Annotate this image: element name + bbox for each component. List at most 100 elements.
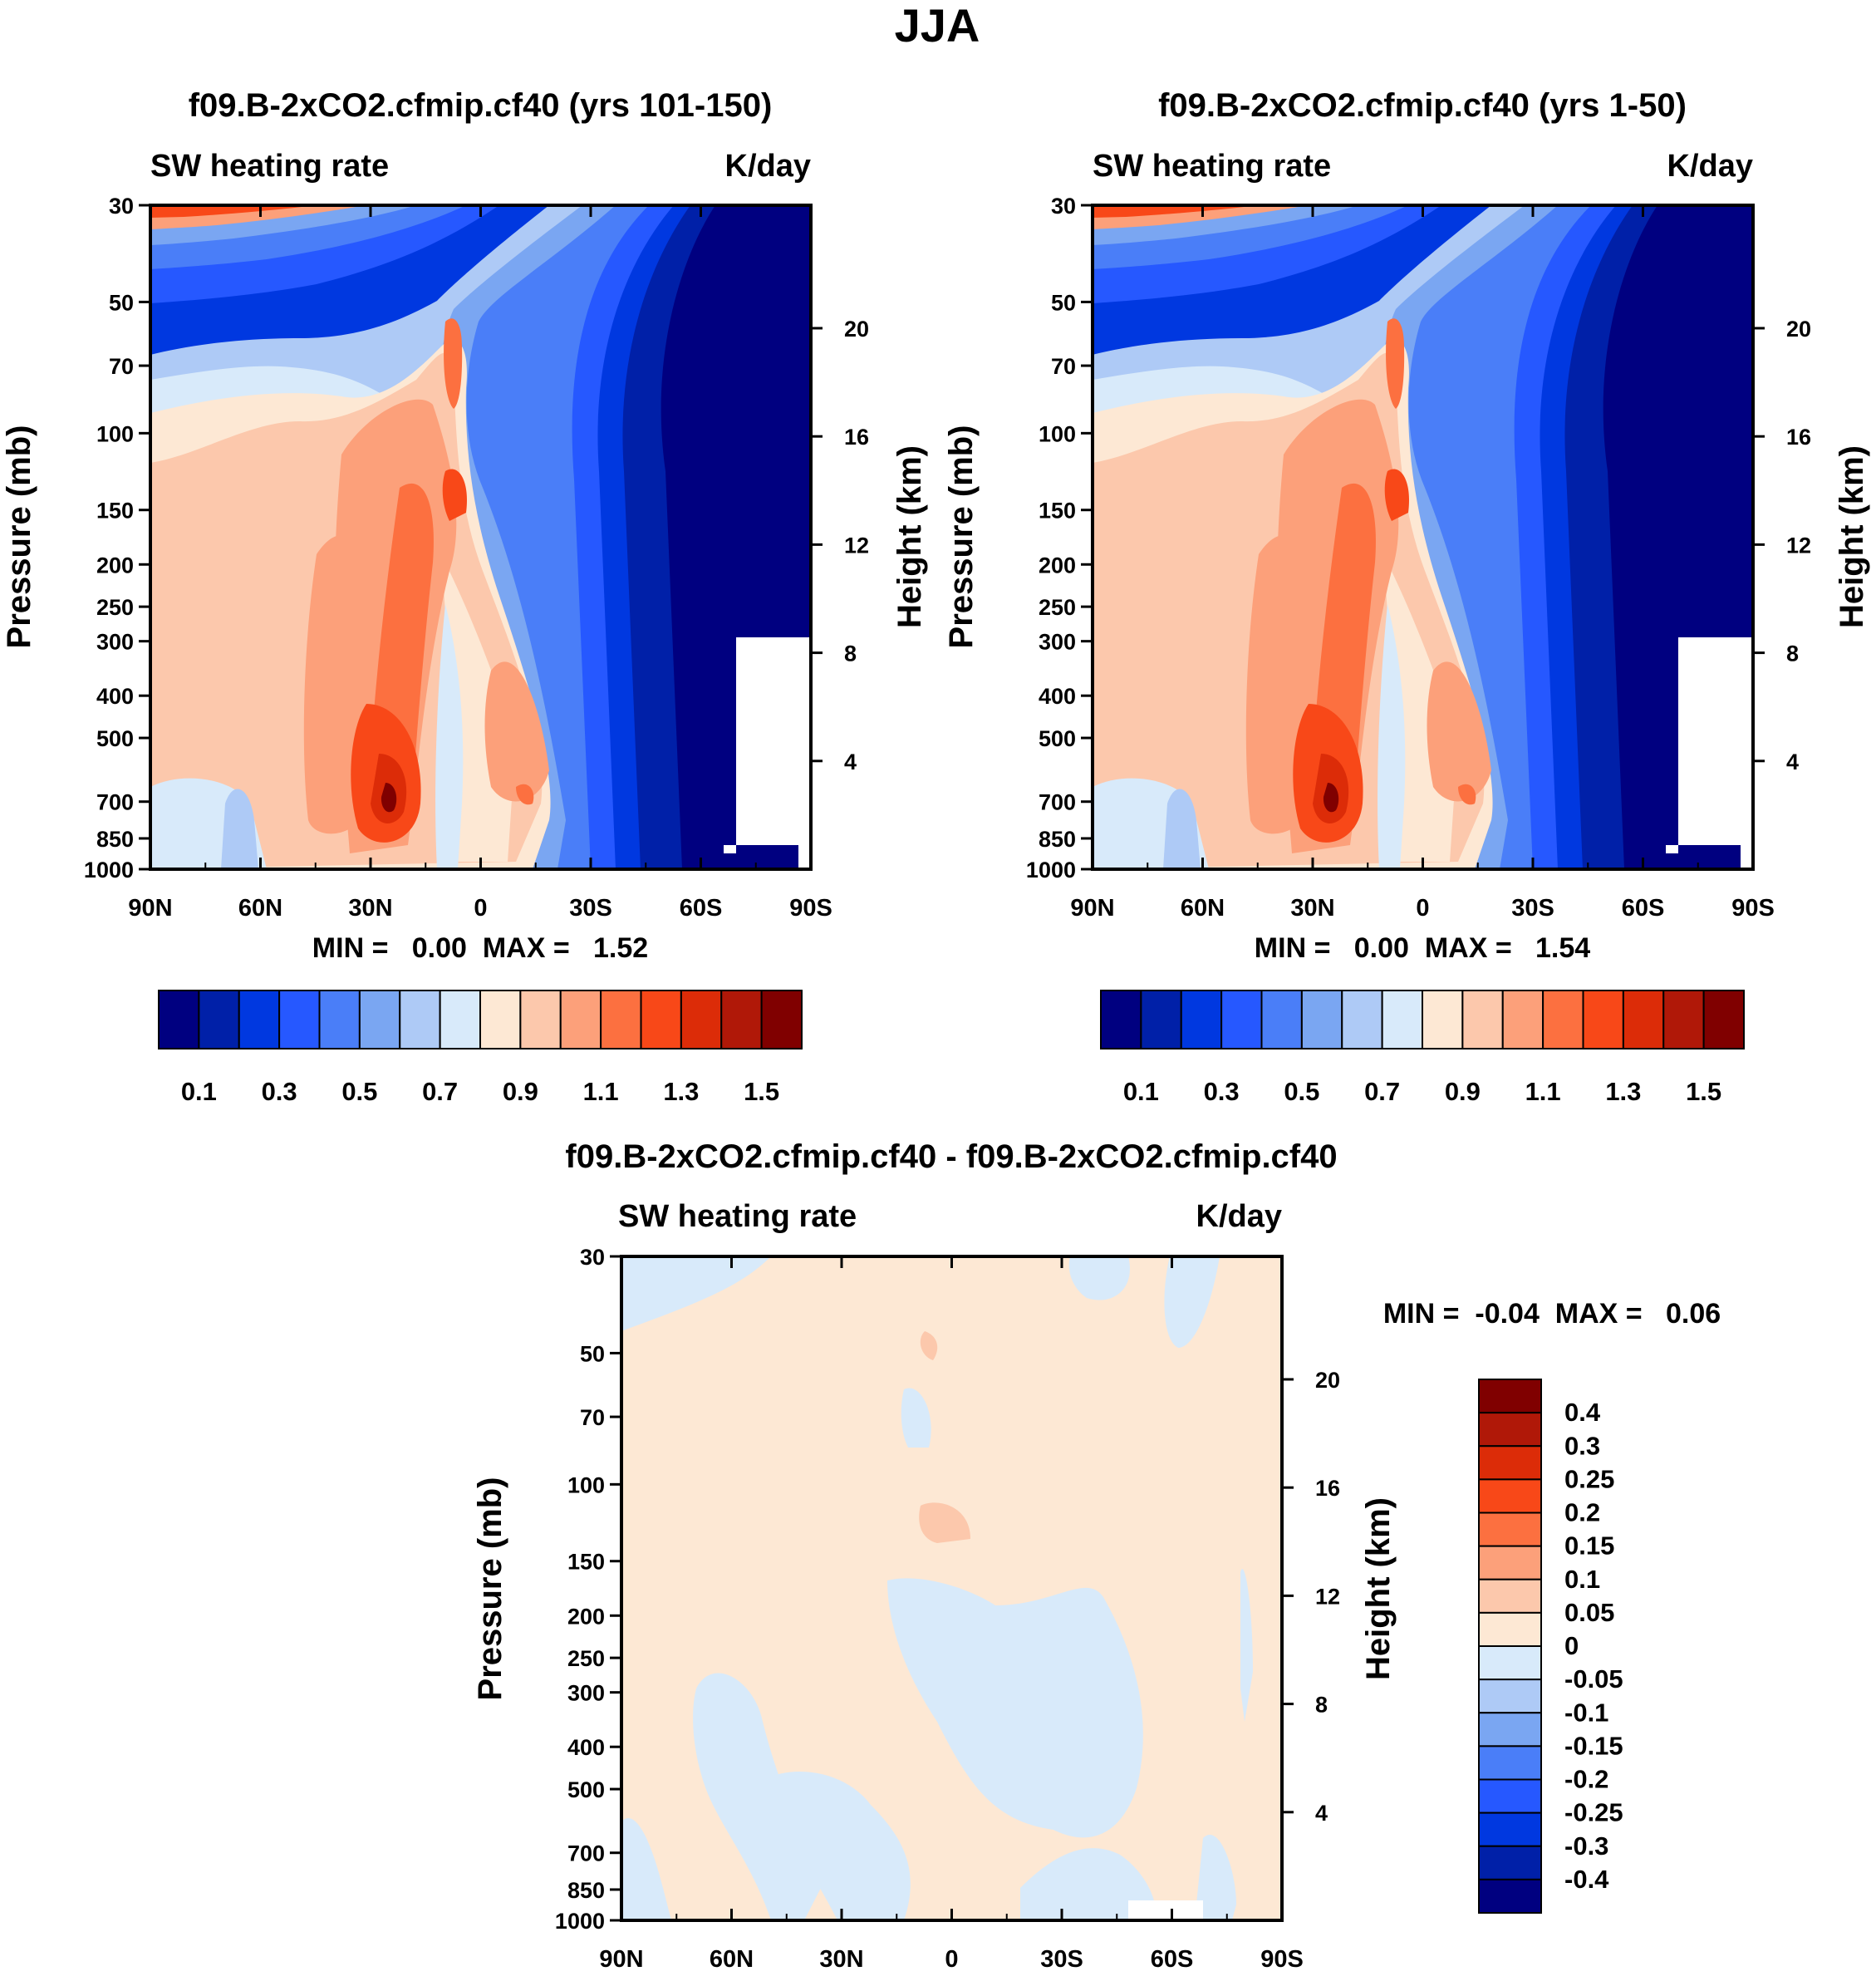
colorbar-diff-label: -0.25 [1564, 1798, 1623, 1827]
panel-c-axes-ytick-label: 100 [567, 1472, 605, 1497]
colorbar-b-swatch [1381, 990, 1423, 1049]
panel-c-axes-xtick-label: 30N [819, 1946, 863, 1973]
colorbar-a-label: 0.1 [181, 1077, 217, 1106]
colorbar-b-swatch [1542, 990, 1584, 1049]
colorbar-b-swatch [1341, 990, 1383, 1049]
panel-a-axes: 90N 60N 30N 0 30S 60S 90S 30 50 70 100 150 200 250 300… [84, 194, 869, 922]
panel-b-axes-ytick-label: 150 [1039, 499, 1076, 524]
colorbar-diff-label: 0.25 [1564, 1464, 1614, 1493]
panel-c-axes-y2tick-label: 4 [1315, 1801, 1328, 1826]
panel-b-axes-ytick-label: 500 [1039, 726, 1076, 751]
colorbar-diff-swatch [1478, 1679, 1542, 1714]
figure-title: JJA [895, 0, 980, 52]
panel-b-axes-ytick-label: 250 [1039, 595, 1076, 620]
panel-a-axes-y2tick-label: 8 [844, 641, 857, 666]
colorbar-a-label: 1.3 [663, 1077, 699, 1106]
colorbar-a-swatch [559, 990, 602, 1049]
colorbar-b-label: 1.3 [1605, 1077, 1641, 1106]
colorbar-a-label: 0.7 [422, 1077, 458, 1106]
colorbar-b-swatch [1461, 990, 1504, 1049]
panel-b-axes-y2tick-label: 4 [1786, 750, 1799, 774]
colorbar-diff-label: -0.2 [1564, 1765, 1608, 1794]
panel-a-axes-ytick-label: 250 [96, 595, 134, 620]
panel-a-left-label: SW heating rate [150, 149, 389, 184]
colorbar-b-swatch [1220, 990, 1263, 1049]
panel-c-plot-area [621, 1256, 1282, 1920]
colorbar-a-swatch [760, 990, 803, 1049]
panel-b-axes-xtick-label: 30S [1511, 895, 1554, 922]
panel-a-axes-y2tick-label: 4 [844, 750, 857, 774]
panel-b-y2label: Height (km) [1834, 445, 1870, 628]
panel-c-axes-ytick-label: 70 [580, 1405, 605, 1430]
panel-c-axes-xtick-label: 90S [1260, 1946, 1304, 1973]
panel-c-axes-ytick-label: 1000 [555, 1909, 605, 1934]
panel-c-axes: 90N 60N 30N 0 30S 60S 90S 30 50 70 100 150 200 250 300… [555, 1245, 1340, 1973]
colorbar-a-swatch [399, 990, 441, 1049]
panel-b-axes-xtick-label: 90N [1070, 895, 1114, 922]
panel-b-axes-y2tick-label: 20 [1786, 317, 1811, 342]
colorbar-diff-swatch [1478, 1545, 1542, 1580]
colorbar-a-label: 1.1 [583, 1077, 619, 1106]
colorbar-b-label: 0.9 [1445, 1077, 1481, 1106]
panel-a-axes-ytick-label: 700 [96, 790, 134, 815]
panel-c-axes-xtick-label: 30S [1040, 1946, 1083, 1973]
colorbar-a-label: 0.9 [503, 1077, 538, 1106]
panel-a-axes-xtick-label: 60N [238, 895, 282, 922]
panel-a-ylabel: Pressure (mb) [1, 425, 37, 649]
panel-c-axes-ytick-label: 30 [580, 1245, 605, 1270]
panel-c-y2label: Height (km) [1360, 1497, 1397, 1680]
colorbar-b-label: 0.7 [1364, 1077, 1400, 1106]
colorbar-diff-label: 0.15 [1564, 1531, 1614, 1561]
panel-c-axes-xtick-label: 60N [710, 1946, 754, 1973]
panel-b-minmax: MIN = 0.00 MAX = 1.54 [1255, 932, 1590, 964]
panel-a-minmax: MIN = 0.00 MAX = 1.52 [312, 932, 648, 964]
colorbar-b-label: 0.1 [1123, 1077, 1159, 1106]
colorbar-b-swatch [1100, 990, 1142, 1049]
colorbar-diff-swatch [1478, 1412, 1542, 1448]
colorbar-a-swatch [198, 990, 240, 1049]
panel-a-axes-ytick-label: 70 [109, 354, 134, 379]
panel-c-axes-ytick-label: 300 [567, 1681, 605, 1706]
panel-b-plot-area [1093, 205, 1753, 869]
colorbar-a-label: 0.3 [262, 1077, 297, 1106]
panel-a-axes-ytick-label: 150 [96, 499, 134, 524]
panel-a-plot-area [150, 205, 811, 869]
colorbar-diff-swatch [1478, 1512, 1542, 1547]
colorbar-a-swatch [278, 990, 321, 1049]
panel-a-axes-ytick-label: 850 [96, 827, 134, 852]
colorbar-b-label: 1.1 [1525, 1077, 1561, 1106]
panel-b-axes-ytick-label: 400 [1039, 684, 1076, 709]
colorbar-b-swatch [1300, 990, 1343, 1049]
colorbar-diff-swatch [1478, 1478, 1542, 1514]
colorbar-diff-label: 0.05 [1564, 1598, 1614, 1627]
panel-a-axes-y2tick-label: 16 [844, 425, 869, 450]
panel-a-axes-ytick-label: 50 [109, 290, 134, 315]
panel-a-axes-xtick-label: 90N [128, 895, 172, 922]
colorbar-diff-swatch [1478, 1845, 1542, 1880]
panel-c-axes-ytick-label: 700 [567, 1841, 605, 1866]
colorbar-diff-swatch [1478, 1611, 1542, 1647]
panel-c-axes-ytick-label: 50 [580, 1341, 605, 1366]
panel-c-axes-ytick-label: 150 [567, 1550, 605, 1575]
colorbar-diff-label: 0.2 [1564, 1498, 1600, 1527]
colorbar-diff-label: -0.3 [1564, 1831, 1608, 1861]
panel-b-axes-xtick-label: 90S [1731, 895, 1775, 922]
colorbar-diff-label: -0.05 [1564, 1664, 1623, 1693]
colorbar-diff-swatch [1478, 1445, 1542, 1481]
panel-b: f09.B-2xCO2.cfmip.cf40 (yrs 1-50) SW hea… [943, 87, 1870, 964]
panel-c-axes-ytick-label: 400 [567, 1735, 605, 1760]
panel-c-axes-xtick-label: 0 [945, 1946, 958, 1973]
panel-a-axes-ytick-label: 30 [109, 194, 134, 219]
panel-b-title: f09.B-2xCO2.cfmip.cf40 (yrs 1-50) [1158, 87, 1687, 124]
panel-b-axes-ytick-label: 100 [1039, 421, 1076, 446]
colorbar-diff-swatch [1478, 1712, 1542, 1748]
colorbar-b-swatch [1702, 990, 1745, 1049]
panel-c-axes-y2tick-label: 16 [1315, 1476, 1340, 1501]
panel-a-axes-y2tick-label: 12 [844, 533, 869, 558]
colorbar-a-swatch [158, 990, 200, 1049]
panel-a-axes-xtick-label: 30N [348, 895, 392, 922]
colorbar-diff-label: 0 [1564, 1631, 1579, 1660]
panel-c: f09.B-2xCO2.cfmip.cf40 - f09.B-2xCO2.cfm… [472, 1138, 1721, 1973]
colorbar-diff: 0.4 0.3 0.25 0.2 0.15 0.1 0.05 0 -0.05 -0.1 -0.15 -… [1478, 1379, 1623, 1914]
colorbar-b-label: 0.5 [1284, 1077, 1319, 1106]
